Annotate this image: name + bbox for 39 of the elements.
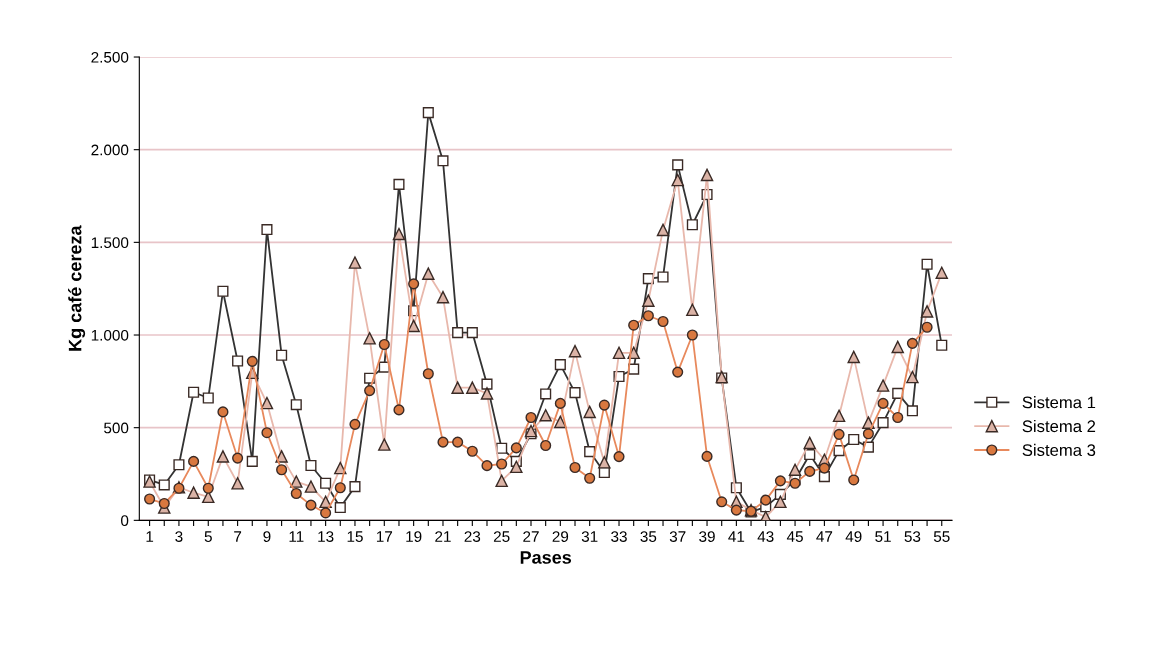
x-tick-label: 31 bbox=[581, 531, 598, 542]
x-tick-label: 11 bbox=[289, 531, 304, 542]
x-tick-label: 27 bbox=[523, 531, 539, 542]
x-tick-label: 51 bbox=[875, 531, 891, 542]
x-tick-label: 43 bbox=[757, 531, 774, 542]
x-tick-label: 41 bbox=[728, 531, 745, 542]
x-tick-label: 29 bbox=[552, 531, 569, 542]
x-tick-label: 35 bbox=[640, 531, 657, 542]
y-tick-label: 1.500 bbox=[91, 237, 129, 249]
x-tick-label: 25 bbox=[493, 531, 510, 542]
x-tick-label: 53 bbox=[904, 531, 921, 542]
x-tick-label: 9 bbox=[263, 531, 271, 542]
legend-label: Sistema 3 bbox=[1022, 443, 1096, 457]
y-tick-label: 2.500 bbox=[91, 51, 129, 63]
x-tick-label: 33 bbox=[611, 531, 627, 542]
x-tick-label: 17 bbox=[376, 531, 393, 542]
y-tick-label: 2.000 bbox=[91, 144, 129, 156]
legend-label: Sistema 2 bbox=[1022, 419, 1096, 433]
x-tick-label: 7 bbox=[234, 531, 242, 542]
x-tick-label: 39 bbox=[699, 531, 715, 542]
x-tick-label: 19 bbox=[406, 531, 422, 542]
y-tick-label: 500 bbox=[104, 422, 129, 434]
y-tick-label: 0 bbox=[121, 515, 129, 527]
x-tick-label: 21 bbox=[435, 531, 451, 542]
x-tick-label: 15 bbox=[347, 531, 363, 542]
x-tick-label: 3 bbox=[175, 531, 183, 542]
x-tick-label: 23 bbox=[464, 531, 481, 542]
x-tick-label: 47 bbox=[816, 531, 833, 542]
x-tick-label: 49 bbox=[845, 531, 862, 542]
y-tick-label: 1.000 bbox=[91, 329, 129, 341]
x-tick-label: 5 bbox=[204, 531, 212, 542]
x-tick-label: 1 bbox=[146, 531, 154, 542]
x-tick-label: 55 bbox=[933, 531, 950, 542]
x-tick-label: 37 bbox=[669, 531, 686, 542]
x-axis-title: Pases bbox=[520, 551, 572, 564]
legend-label: Sistema 1 bbox=[1022, 396, 1096, 409]
y-axis-title: Kg café cereza bbox=[68, 225, 86, 351]
x-tick-label: 45 bbox=[786, 531, 803, 542]
x-tick-label: 13 bbox=[318, 531, 334, 542]
